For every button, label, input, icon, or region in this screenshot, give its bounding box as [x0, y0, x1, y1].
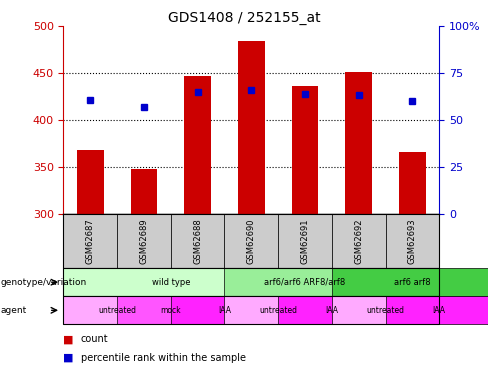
Bar	[184, 76, 211, 214]
Bar	[346, 72, 372, 214]
Text: wild type: wild type	[152, 278, 190, 286]
Text: agent: agent	[0, 306, 27, 315]
Text: GSM62693: GSM62693	[408, 218, 417, 264]
Bar	[292, 86, 318, 214]
Text: ■: ■	[63, 334, 74, 344]
Text: IAA: IAA	[218, 306, 231, 315]
Text: GSM62692: GSM62692	[354, 218, 363, 264]
Bar	[238, 41, 264, 214]
Bar	[131, 169, 157, 214]
Text: GSM62687: GSM62687	[86, 218, 95, 264]
Bar	[77, 150, 103, 214]
Text: ■: ■	[63, 353, 74, 363]
Text: mock: mock	[161, 306, 181, 315]
Text: GSM62691: GSM62691	[301, 218, 309, 264]
Text: untreated: untreated	[98, 306, 136, 315]
Bar	[399, 152, 426, 214]
Text: IAA: IAA	[325, 306, 338, 315]
Text: GSM62689: GSM62689	[140, 218, 148, 264]
Text: untreated: untreated	[259, 306, 297, 315]
Text: count: count	[81, 334, 108, 344]
Text: percentile rank within the sample: percentile rank within the sample	[81, 353, 245, 363]
Text: untreated: untreated	[366, 306, 405, 315]
Text: IAA: IAA	[433, 306, 446, 315]
Text: GDS1408 / 252155_at: GDS1408 / 252155_at	[168, 11, 320, 25]
Text: arf6 arf8: arf6 arf8	[394, 278, 431, 286]
Text: GSM62690: GSM62690	[247, 218, 256, 264]
Text: genotype/variation: genotype/variation	[0, 278, 87, 286]
Text: GSM62688: GSM62688	[193, 218, 202, 264]
Text: arf6/arf6 ARF8/arf8: arf6/arf6 ARF8/arf8	[264, 278, 346, 286]
